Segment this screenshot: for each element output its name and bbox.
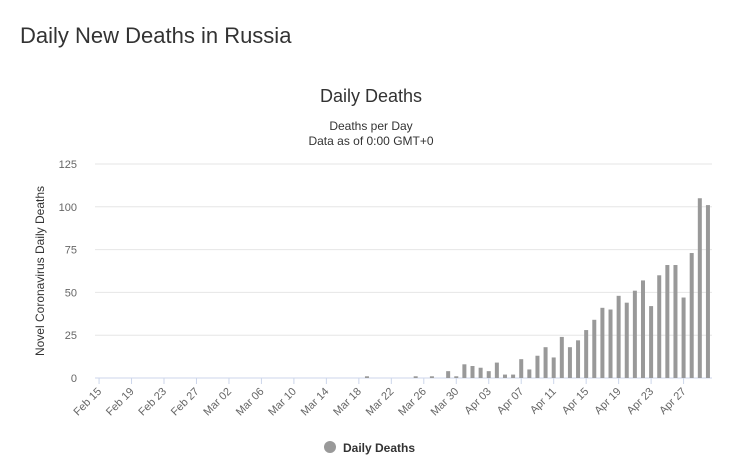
bar: [705, 205, 710, 378]
x-tick-label: Feb 15: [71, 386, 104, 419]
y-tick-label: 25: [65, 330, 77, 342]
bar: [559, 336, 564, 378]
legend-label: Daily Deaths: [343, 441, 415, 455]
bar: [689, 253, 694, 378]
x-tick-label: Mar 14: [299, 386, 332, 419]
bar: [446, 371, 451, 378]
y-tick-label: 0: [71, 373, 77, 385]
chart-subtitle: Data as of 0:00 GMT+0: [308, 134, 433, 148]
legend-marker: [324, 441, 336, 453]
bar: [535, 355, 540, 378]
x-tick-label: Apr 23: [625, 386, 656, 417]
x-tick-label: Feb 19: [104, 386, 137, 419]
bar: [519, 359, 524, 378]
bar: [478, 367, 483, 378]
bar: [429, 376, 434, 378]
bar: [673, 265, 678, 378]
y-tick-label: 75: [65, 245, 77, 257]
bar: [632, 290, 637, 378]
x-tick-label: Mar 26: [396, 386, 429, 419]
x-tick-label: Feb 27: [169, 386, 202, 419]
x-tick-label: Apr 03: [462, 386, 493, 417]
x-tick-label: Apr 11: [528, 386, 559, 417]
x-tick-label: Apr 27: [657, 386, 688, 417]
bar: [543, 347, 548, 378]
x-tick-label: Mar 22: [364, 386, 397, 419]
bar: [665, 265, 670, 378]
x-tick-label: Apr 15: [560, 386, 591, 417]
bar: [584, 330, 589, 378]
y-tick-label: 50: [65, 287, 77, 299]
bar: [551, 357, 556, 378]
x-tick-label: Feb 23: [136, 386, 169, 419]
bar: [511, 374, 516, 378]
x-tick-label: Mar 10: [266, 386, 299, 419]
bar: [567, 347, 572, 378]
bar: [502, 374, 507, 378]
bar: [364, 376, 369, 378]
x-tick-label: Apr 07: [495, 386, 526, 417]
bar: [657, 275, 662, 378]
y-axis-label: Novel Coronavirus Daily Deaths: [33, 186, 47, 356]
y-tick-label: 125: [59, 159, 77, 171]
bar: [608, 309, 613, 378]
bar: [470, 366, 475, 378]
bar: [486, 371, 491, 378]
x-tick-label: Mar 06: [234, 386, 267, 419]
chart-subtitle: Deaths per Day: [329, 119, 412, 133]
x-tick-label: Mar 18: [331, 386, 364, 419]
bar: [413, 376, 418, 378]
page-title: Daily New Deaths in Russia: [20, 23, 292, 48]
bar: [462, 364, 467, 378]
bar: [624, 302, 629, 378]
bar: [527, 369, 532, 378]
bar: [649, 306, 654, 378]
bar: [640, 280, 645, 378]
bar: [616, 295, 621, 378]
bar: [600, 307, 605, 378]
chart-title: Daily Deaths: [320, 86, 422, 106]
y-tick-label: 100: [59, 202, 77, 214]
bar: [576, 340, 581, 378]
x-tick-label: Mar 30: [429, 386, 462, 419]
x-tick-label: Apr 19: [592, 386, 623, 417]
bar: [454, 376, 459, 378]
bar: [494, 362, 499, 378]
bar: [697, 198, 702, 378]
x-tick-label: Mar 02: [201, 386, 234, 419]
bar: [592, 319, 597, 378]
bar: [681, 297, 686, 378]
